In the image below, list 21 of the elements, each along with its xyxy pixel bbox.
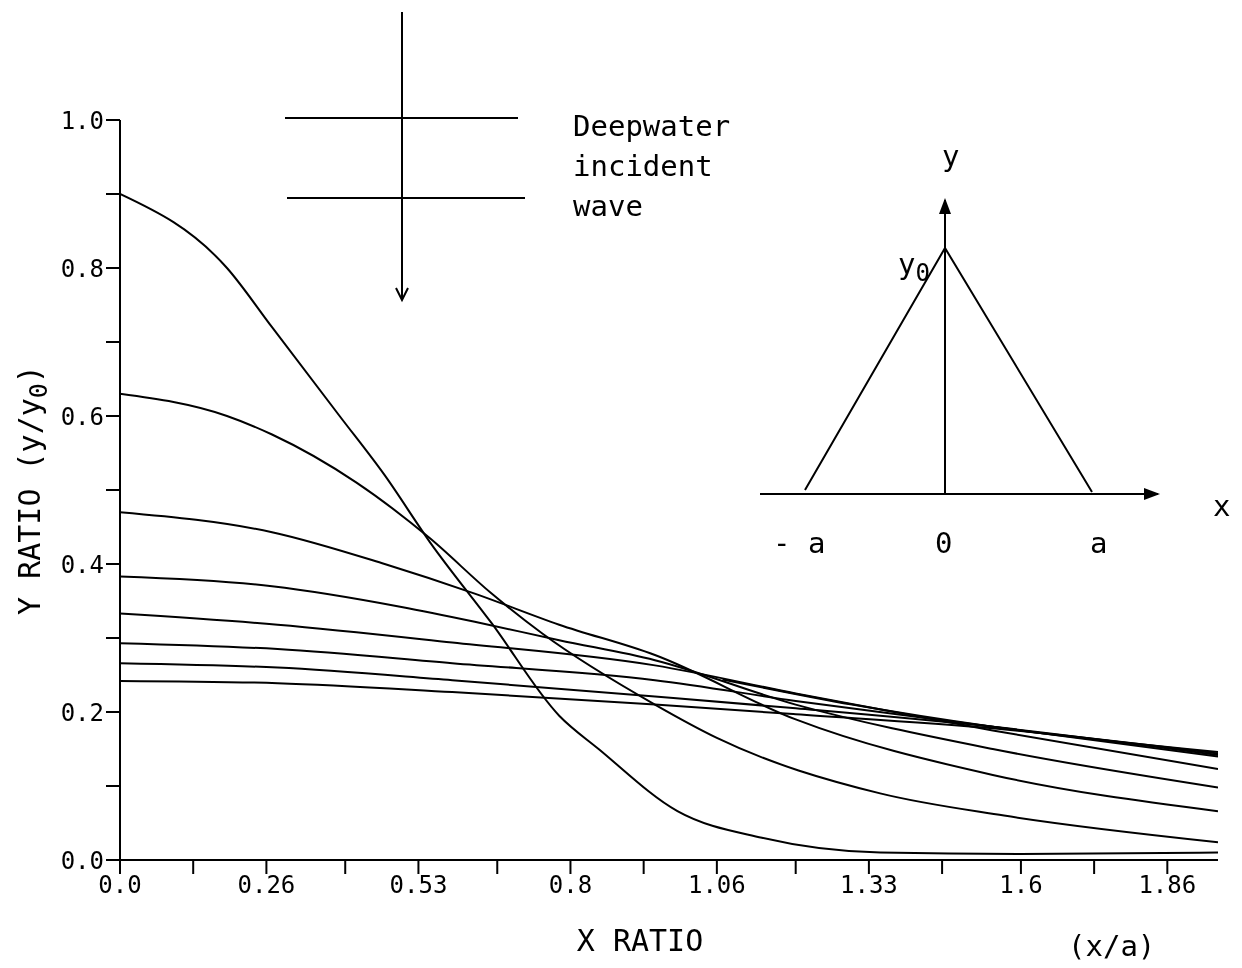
x-tick-label: 0.53 bbox=[389, 871, 448, 900]
x-axis-title: X RATIO bbox=[575, 923, 705, 958]
annotation: Deepwater incident wave bbox=[573, 108, 732, 225]
annotation: - a bbox=[773, 525, 826, 562]
y-tick-label: 1.0 bbox=[60, 106, 104, 135]
x-tick-label: 1.86 bbox=[1138, 871, 1197, 900]
y-tick-label: 0.6 bbox=[60, 402, 104, 431]
annotation: x bbox=[1213, 488, 1231, 525]
y-tick-label: 0.4 bbox=[60, 550, 104, 579]
y-tick-label: 0.2 bbox=[60, 698, 104, 727]
text: (x/a) bbox=[1068, 928, 1156, 965]
x-tick-label: 0.26 bbox=[237, 871, 296, 900]
x-tick-label: 1.06 bbox=[687, 871, 746, 900]
y-tick-label: 0.8 bbox=[60, 254, 104, 283]
x-tick-label: 0.8 bbox=[548, 871, 593, 900]
annotation: y$_{0}$ bbox=[898, 246, 931, 289]
x-tick-label: 1.6 bbox=[999, 871, 1043, 900]
annotation: y bbox=[942, 138, 960, 175]
x-tick-label: 1.33 bbox=[839, 871, 898, 900]
annotation: 0 bbox=[935, 525, 953, 562]
annotation: a bbox=[1090, 525, 1108, 562]
